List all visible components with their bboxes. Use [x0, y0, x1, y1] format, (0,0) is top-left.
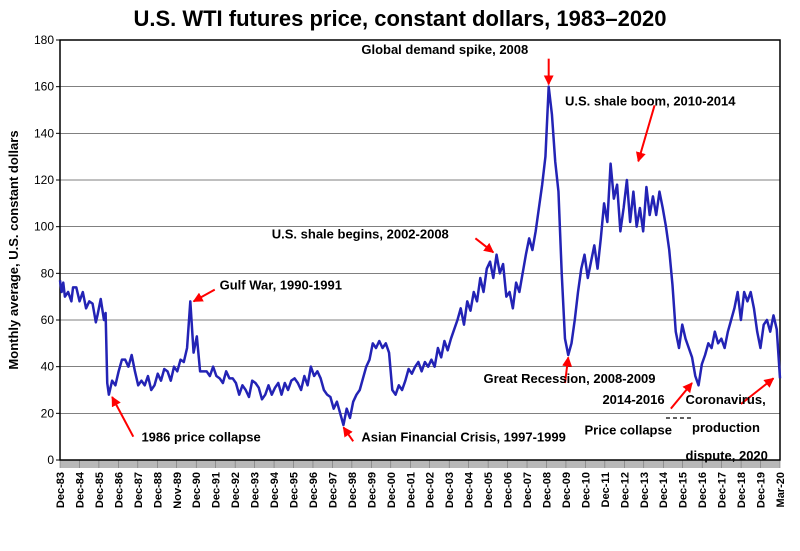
- wti-line-chart: U.S. WTI futures price, constant dollars…: [0, 0, 800, 551]
- x-tick-label: Dec-01: [405, 472, 417, 508]
- y-tick-label: 180: [34, 33, 54, 47]
- x-tick-label: Dec-08: [541, 472, 553, 508]
- x-tick-label: Dec-91: [211, 472, 223, 508]
- annotation-label: Coronavirus,: [686, 392, 766, 407]
- x-tick-label: Dec-04: [464, 471, 476, 508]
- x-tick-label: Dec-88: [152, 472, 164, 508]
- x-tick-label: Mar-20: [775, 472, 787, 507]
- x-tick-label: Dec-10: [580, 472, 592, 508]
- y-tick-label: 60: [41, 313, 55, 327]
- x-tick-label: Dec-17: [717, 472, 729, 508]
- y-tick-label: 160: [34, 80, 54, 94]
- y-tick-label: 120: [34, 173, 54, 187]
- x-tick-label: Dec-93: [250, 472, 262, 508]
- x-tick-label: Nov-89: [172, 472, 184, 509]
- x-tick-label: Dec-83: [55, 472, 67, 508]
- y-tick-label: 0: [47, 453, 54, 467]
- y-axis-label: Monthly average, U.S. constant dollars: [6, 130, 21, 369]
- annotation-label: 2014-2016: [602, 392, 664, 407]
- x-tick-label: Dec-14: [658, 471, 670, 508]
- annotation-label: Great Recession, 2008-2009: [484, 371, 656, 386]
- x-tick-label: Dec-97: [327, 472, 339, 508]
- x-tick-label: Dec-96: [308, 472, 320, 508]
- x-tick-label: Dec-09: [561, 472, 573, 508]
- y-tick-label: 100: [34, 220, 54, 234]
- x-tick-label: Dec-11: [600, 472, 612, 507]
- y-tick-label: 40: [41, 360, 55, 374]
- y-tick-label: 80: [41, 266, 55, 280]
- annotation-label: dispute, 2020: [686, 448, 768, 463]
- x-tick-label: Dec-95: [289, 472, 301, 508]
- x-tick-label: Dec-16: [697, 472, 709, 508]
- x-tick-label: Dec-03: [444, 472, 456, 508]
- x-tick-label: Dec-84: [74, 471, 86, 508]
- x-tick-label: Dec-19: [756, 472, 768, 508]
- x-tick-label: Dec-85: [94, 472, 106, 508]
- chart-title: U.S. WTI futures price, constant dollars…: [133, 6, 666, 31]
- x-tick-label: Dec-05: [483, 472, 495, 508]
- annotation-label: Global demand spike, 2008: [361, 42, 528, 57]
- annotation-label: Asian Financial Crisis, 1997-1999: [361, 429, 565, 444]
- x-tick-label: Dec-13: [639, 472, 651, 508]
- x-tick-label: Dec-12: [619, 472, 631, 508]
- annotation-label: Price collapse: [585, 422, 672, 437]
- annotation-label: U.S. shale begins, 2002-2008: [272, 226, 449, 241]
- annotation-label: U.S. shale boom, 2010-2014: [565, 93, 736, 108]
- x-tick-label: Dec-07: [522, 472, 534, 508]
- x-tick-label: Dec-18: [736, 472, 748, 508]
- x-tick-label: Dec-92: [230, 472, 242, 508]
- x-tick-label: Dec-90: [191, 472, 203, 508]
- x-tick-label: Dec-02: [425, 472, 437, 508]
- x-tick-label: Dec-15: [678, 472, 690, 508]
- x-tick-label: Dec-98: [347, 472, 359, 508]
- y-tick-label: 20: [41, 406, 55, 420]
- annotation-label: 1986 price collapse: [141, 429, 260, 444]
- x-tick-label: Dec-06: [503, 472, 515, 508]
- x-tick-label: Dec-87: [133, 472, 145, 508]
- annotation-label: production: [692, 420, 760, 435]
- annotation-label: Gulf War, 1990-1991: [220, 278, 342, 293]
- x-tick-label: Dec-94: [269, 471, 281, 508]
- y-tick-label: 140: [34, 126, 54, 140]
- x-tick-label: Dec-99: [366, 472, 378, 508]
- x-tick-label: Dec-00: [386, 472, 398, 508]
- x-tick-label: Dec-86: [113, 472, 125, 508]
